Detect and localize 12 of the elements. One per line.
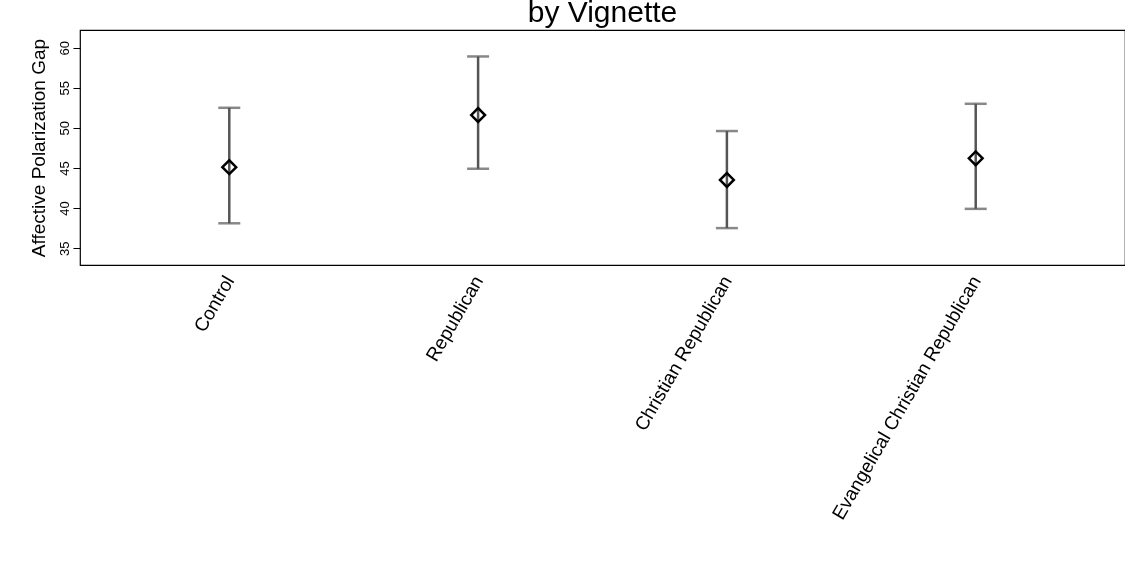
y-tick-label: 60 xyxy=(56,40,72,56)
chart-title: by Vignette xyxy=(527,0,678,28)
y-tick-label: 35 xyxy=(56,241,72,256)
y-tick-label: 40 xyxy=(56,201,72,216)
point xyxy=(221,159,238,176)
y-axis-title: Affective Polarization Gap xyxy=(27,38,49,258)
y-tick-label: 55 xyxy=(56,81,72,96)
point xyxy=(469,106,487,124)
point xyxy=(967,150,984,167)
y-tick-label: 50 xyxy=(56,121,72,136)
y-tick-label: 45 xyxy=(56,161,72,176)
point xyxy=(718,171,736,189)
